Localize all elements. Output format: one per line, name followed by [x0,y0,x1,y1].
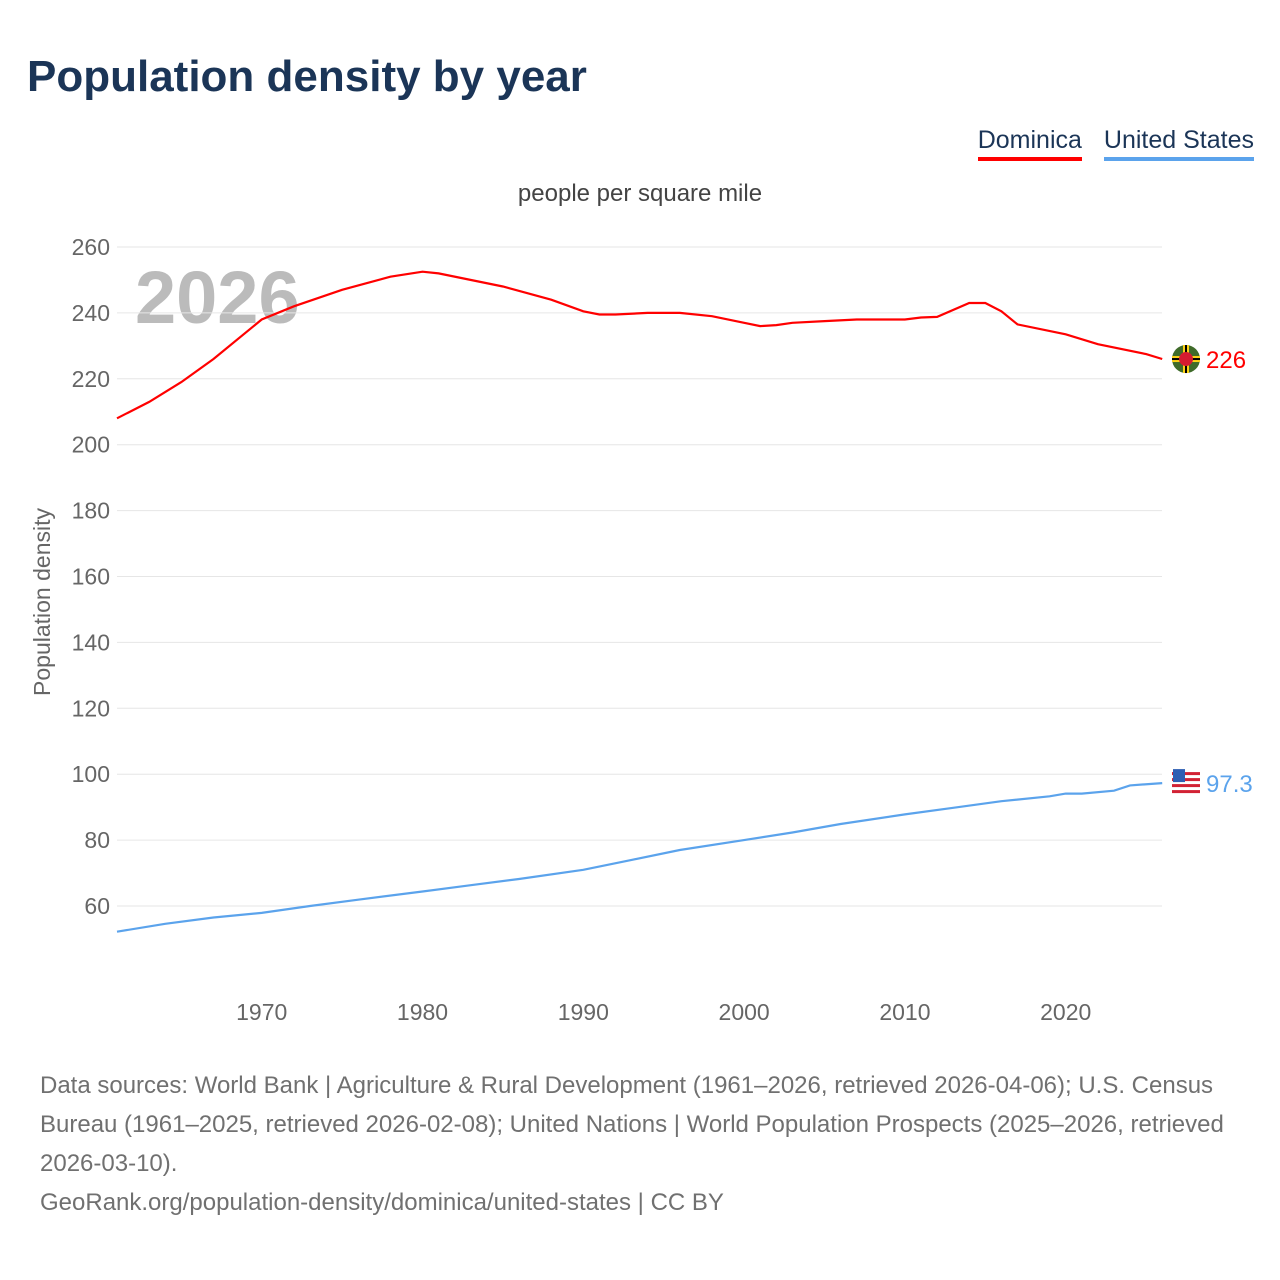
x-tick-label: 2010 [879,999,930,1025]
y-tick-label: 140 [72,629,110,655]
x-tick-label: 1970 [236,999,287,1025]
data-sources: Data sources: World Bank | Agriculture &… [40,1072,1224,1177]
chart-title: Population density by year [27,52,587,101]
y-tick-label: 220 [72,366,110,392]
series-line-united-states[interactable] [116,782,1163,933]
series-line-dominica[interactable] [116,270,1163,420]
us-flag-icon [1172,769,1200,798]
x-tick-label: 2000 [719,999,770,1025]
y-tick-label: 260 [72,234,110,260]
x-tick-label: 2020 [1040,999,1091,1025]
footer: Data sources: World Bank | Agriculture &… [40,1066,1250,1222]
credit-link[interactable]: GeoRank.org/population-density/dominica/… [40,1189,724,1216]
legend-united-states[interactable]: United States [1103,126,1254,161]
chart-subtitle: people per square mile [518,180,762,207]
end-value-label: 97.3 [1206,771,1253,798]
dominica-flag-icon [1172,345,1200,374]
y-tick-label: 120 [72,695,110,721]
y-tick-label: 240 [72,300,110,326]
x-tick-label: 1980 [397,999,448,1025]
legend: Dominica United States [977,126,1254,161]
y-tick-label: 100 [72,761,110,787]
y-tick-label: 60 [84,893,110,919]
y-axis-label: Population density [29,508,55,696]
y-tick-label: 160 [72,564,110,590]
y-tick-label: 180 [72,498,110,524]
legend-dominica[interactable]: Dominica [977,126,1082,161]
end-value-label: 226 [1206,347,1246,374]
y-tick-label: 200 [72,432,110,458]
y-tick-label: 80 [84,827,110,853]
x-tick-label: 1990 [558,999,609,1025]
year-watermark: 2026 [135,256,300,339]
